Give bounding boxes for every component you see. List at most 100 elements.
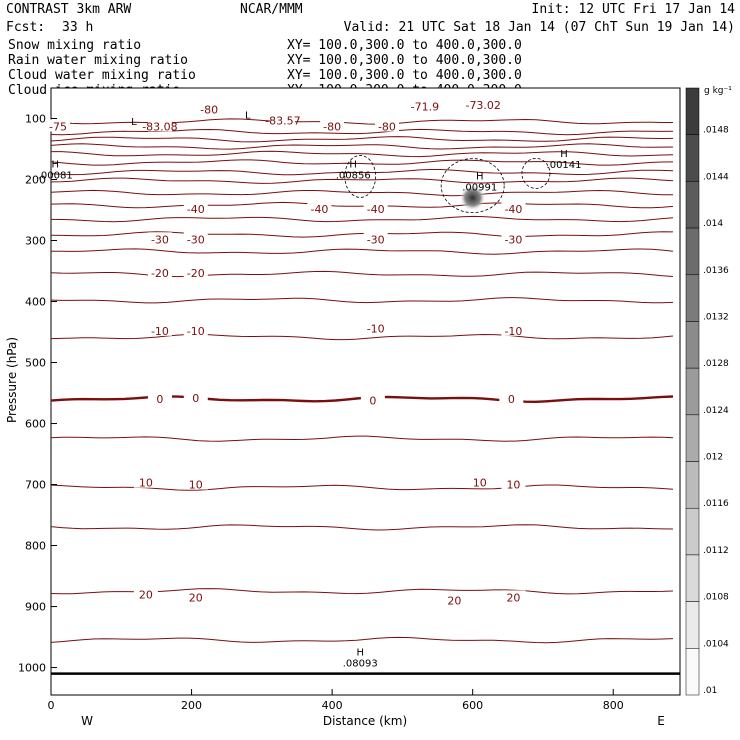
ice-contour-2	[344, 155, 377, 198]
colorbar-swatch-12	[685, 648, 700, 696]
x-axis-label: Distance (km)	[323, 714, 407, 728]
colorbar-label-5: .0128	[703, 359, 729, 369]
contour-label-0: -80	[200, 103, 218, 116]
colorbar-label-3: .0136	[703, 266, 729, 276]
extremum-L-0: L	[131, 117, 137, 128]
extremum-value-2: .00081	[38, 170, 73, 181]
colorbar-label-11: .0104	[703, 639, 729, 649]
contour-label-26: 10	[139, 477, 153, 490]
snow-field	[344, 155, 551, 214]
contour-label-31: 20	[189, 591, 203, 604]
contour-label-2: -83.57	[265, 114, 300, 127]
contour-label-10: -40	[367, 203, 385, 216]
contour-label-14: -30	[367, 233, 385, 246]
colorbar-label-4: .0132	[703, 312, 729, 322]
isotherm-25	[50, 636, 674, 644]
y-tick-label-4: 500	[25, 357, 46, 370]
label-bg-15	[501, 232, 526, 245]
y-tick-label-6: 700	[25, 479, 46, 492]
label-bg-0	[197, 102, 222, 115]
y-tick-label-5: 600	[25, 418, 46, 431]
label-bg-11	[501, 201, 526, 214]
isotherm--35	[50, 201, 674, 209]
label-bg-1	[147, 119, 172, 132]
y-tick-label-8: 900	[25, 601, 46, 614]
extremum-value-6: .08093	[343, 658, 378, 669]
label-bg-24	[360, 393, 385, 406]
x-tick-label-2: 400	[322, 699, 343, 712]
colorbar-label-10: .0108	[703, 593, 729, 603]
x-tick-label-0: 0	[48, 699, 55, 712]
extremum-H-6: H	[356, 647, 364, 658]
label-bg-29	[501, 477, 526, 490]
fcst-value: 33 h	[62, 20, 93, 35]
label-bg-26	[133, 475, 158, 488]
contour-labels: -80 -83.08 -83.57 -80 -80 -71.9 -73.02 -75 -40 -4…	[46, 98, 526, 607]
label-bg-18	[147, 323, 172, 336]
contour-label-5: -71.9	[411, 100, 439, 113]
isotherm--30	[50, 215, 674, 223]
isotherm--60	[51, 150, 674, 158]
contour-label-33: 20	[506, 591, 520, 604]
label-bg-3	[320, 119, 345, 132]
legend-name-0: Snow mixing ratio	[8, 38, 141, 53]
label-bg-20	[363, 321, 388, 334]
label-bg-9	[307, 201, 332, 214]
label-bg-2	[270, 113, 295, 126]
extremum-L-1: L	[245, 111, 251, 122]
isotherm--45	[50, 177, 674, 184]
colorbar-swatch-7	[685, 414, 700, 462]
isotherm-5	[50, 435, 674, 442]
contour-label-13: -30	[187, 233, 205, 246]
colorbar-unit: g kg⁻¹	[704, 86, 732, 96]
isotherm--70	[50, 136, 674, 143]
contour-label-22: 0	[156, 393, 163, 406]
contour-label-4: -80	[378, 120, 396, 133]
label-bg-25	[499, 392, 524, 405]
west-label: W	[81, 714, 93, 728]
isotherm--55	[50, 159, 674, 166]
label-bg-17	[183, 265, 208, 278]
label-bg-5	[412, 99, 437, 112]
isotherm--75	[50, 128, 674, 136]
y-axis-label: Pressure (hPa)	[5, 337, 19, 423]
x-tick-label-3: 600	[462, 699, 483, 712]
label-bg-4	[374, 119, 399, 132]
contour-label-23: 0	[192, 392, 199, 405]
label-bg-22	[147, 392, 172, 405]
y-tick-label-7: 800	[25, 540, 46, 553]
colorbar-swatch-9	[685, 507, 700, 556]
extremum-H-4: H	[476, 172, 484, 183]
contour-label-24: 0	[369, 394, 376, 407]
contour-label-20: -10	[367, 322, 385, 335]
extremum-H-2: H	[51, 159, 59, 170]
center-title: NCAR/MMM	[240, 2, 303, 17]
label-bg-23	[183, 390, 208, 403]
colorbar-swatch-6	[685, 367, 700, 416]
init-time: Init: 12 UTC Fri 17 Jan 14	[532, 2, 736, 17]
colorbar-swatch-3	[685, 227, 700, 276]
y-tick-label-3: 400	[25, 296, 46, 309]
contour-label-11: -40	[504, 203, 522, 216]
label-bg-30	[133, 587, 158, 600]
contour-label-19: -10	[187, 325, 205, 338]
legend-name-2: Cloud water mixing ratio	[8, 68, 196, 83]
contour-label-15: -30	[504, 233, 522, 246]
colorbar-swatch-10	[685, 554, 700, 602]
isotherm--10	[50, 297, 674, 304]
y-tick-label-2: 300	[25, 235, 46, 248]
legend-name-1: Rain water mixing ratio	[8, 53, 188, 68]
legend-xy-1: XY= 100.0,300.0 to 400.0,300.0	[287, 53, 522, 68]
isotherm--65	[50, 143, 674, 150]
colorbar-swatch-2	[685, 181, 700, 229]
label-bg-6	[471, 98, 496, 111]
contour-label-12: -30	[151, 233, 169, 246]
isotherm-10	[50, 484, 674, 491]
label-bg-21	[501, 323, 526, 336]
y-tick-label-1: 200	[25, 174, 46, 187]
colorbar-swatch-8	[685, 461, 700, 509]
colorbar-label-0: .0148	[703, 126, 729, 136]
label-bg-13	[183, 232, 208, 245]
